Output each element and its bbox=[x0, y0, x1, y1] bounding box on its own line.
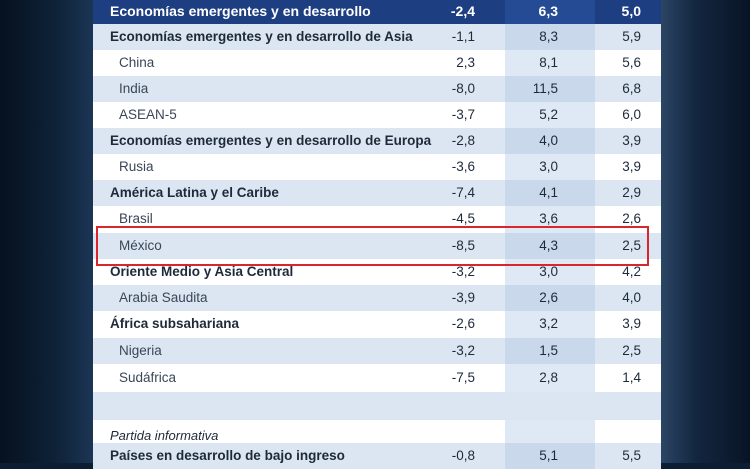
row-value-1: -3,9 bbox=[451, 290, 475, 305]
table-row: ASEAN-5 -3,7 5,2 6,0 bbox=[93, 102, 661, 128]
row-label: Economías emergentes y en desarrollo de … bbox=[110, 29, 413, 44]
row-value-1: -3,6 bbox=[451, 159, 475, 174]
row-value-1: -2,8 bbox=[451, 133, 475, 148]
row-value-3: 4,0 bbox=[622, 290, 641, 305]
memo-heading: Partida informativa bbox=[110, 428, 219, 443]
left-screen-edge bbox=[0, 0, 93, 463]
row-label: Arabia Saudita bbox=[119, 290, 208, 305]
row-value-2: 1,5 bbox=[539, 343, 558, 358]
row-label: Economías emergentes y en desarrollo de … bbox=[110, 133, 432, 148]
row-label: ASEAN-5 bbox=[119, 107, 177, 122]
row-label: África subsahariana bbox=[110, 316, 240, 331]
row-value-1: -7,5 bbox=[451, 370, 475, 385]
row-label: Rusia bbox=[119, 159, 154, 174]
row-value-3: 3,9 bbox=[622, 316, 641, 331]
row-value-3: 4,2 bbox=[622, 264, 641, 279]
row-label: China bbox=[119, 55, 155, 70]
row-value-1: -1,1 bbox=[451, 29, 475, 44]
row-value-3: 2,5 bbox=[622, 343, 641, 358]
table-row: Economías emergentes y en desarrollo de … bbox=[93, 24, 661, 50]
table-row: Países en desarrollo de bajo ingreso -0,… bbox=[93, 443, 661, 469]
row-label: Países en desarrollo de bajo ingreso bbox=[110, 448, 345, 463]
table-row: Brasil -4,5 3,6 2,6 bbox=[93, 206, 661, 232]
row-value-2: 3,2 bbox=[539, 316, 558, 331]
row-value-2: 4,3 bbox=[539, 238, 558, 253]
table-header-row: Economías emergentes y en desarrollo -2,… bbox=[93, 0, 661, 24]
table-row: Arabia Saudita -3,9 2,6 4,0 bbox=[93, 285, 661, 311]
row-value-2: 5,1 bbox=[539, 448, 558, 463]
table-spacer-row bbox=[93, 392, 661, 420]
row-label: Sudáfrica bbox=[119, 370, 177, 385]
row-value-3: 2,9 bbox=[622, 185, 641, 200]
row-value-3: 1,4 bbox=[622, 370, 641, 385]
row-value-3: 5,9 bbox=[622, 29, 641, 44]
header-value-2: 6,3 bbox=[538, 3, 558, 19]
row-value-1: -8,0 bbox=[451, 81, 475, 96]
mexico-highlight-box bbox=[96, 226, 649, 266]
right-screen-edge bbox=[661, 0, 750, 463]
table-row: Oriente Medio y Asia Central -3,2 3,0 4,… bbox=[93, 259, 661, 285]
row-value-1: -7,4 bbox=[451, 185, 475, 200]
table-row-mexico: México -8,5 4,3 2,5 bbox=[93, 233, 661, 259]
row-value-2: 4,0 bbox=[539, 133, 558, 148]
row-label: América Latina y el Caribe bbox=[110, 185, 279, 200]
row-value-3: 2,6 bbox=[622, 211, 641, 226]
table-row: India -8,0 11,5 6,8 bbox=[93, 76, 661, 102]
row-value-2: 5,2 bbox=[539, 107, 558, 122]
header-value-3: 5,0 bbox=[621, 3, 641, 19]
row-value-3: 3,9 bbox=[622, 159, 641, 174]
row-value-3: 5,6 bbox=[622, 55, 641, 70]
table-row: Rusia -3,6 3,0 3,9 bbox=[93, 154, 661, 180]
header-label: Economías emergentes y en desarrollo bbox=[110, 3, 371, 19]
row-value-2: 4,1 bbox=[539, 185, 558, 200]
row-value-2: 3,0 bbox=[539, 159, 558, 174]
row-value-3: 2,5 bbox=[622, 238, 641, 253]
table-row: China 2,3 8,1 5,6 bbox=[93, 50, 661, 76]
table-row: Nigeria -3,2 1,5 2,5 bbox=[93, 338, 661, 364]
row-value-1: -8,5 bbox=[451, 238, 475, 253]
row-label: Brasil bbox=[119, 211, 153, 226]
row-value-2: 3,6 bbox=[539, 211, 558, 226]
table-row: Economías emergentes y en desarrollo de … bbox=[93, 128, 661, 154]
row-value-2: 8,3 bbox=[539, 29, 558, 44]
row-value-1: -3,2 bbox=[451, 343, 475, 358]
row-value-1: 2,3 bbox=[456, 55, 475, 70]
row-value-2: 11,5 bbox=[532, 81, 558, 96]
row-label: India bbox=[119, 81, 149, 96]
row-value-1: -4,5 bbox=[451, 211, 475, 226]
row-value-3: 5,5 bbox=[622, 448, 641, 463]
header-value-1: -2,4 bbox=[450, 3, 475, 19]
row-value-2: 2,8 bbox=[539, 370, 558, 385]
row-value-1: -3,2 bbox=[451, 264, 475, 279]
row-value-1: -2,6 bbox=[451, 316, 475, 331]
table-row: África subsahariana -2,6 3,2 3,9 bbox=[93, 311, 661, 337]
row-value-3: 3,9 bbox=[622, 133, 641, 148]
table-row: América Latina y el Caribe -7,4 4,1 2,9 bbox=[93, 180, 661, 206]
row-value-1: -0,8 bbox=[451, 448, 475, 463]
row-value-2: 8,1 bbox=[539, 55, 558, 70]
row-label: Oriente Medio y Asia Central bbox=[110, 264, 294, 279]
row-value-2: 2,6 bbox=[539, 290, 558, 305]
row-label: México bbox=[119, 238, 162, 253]
row-value-1: -3,7 bbox=[451, 107, 475, 122]
row-value-2: 3,0 bbox=[539, 264, 558, 279]
row-label: Nigeria bbox=[119, 343, 162, 358]
table-row: Sudáfrica -7,5 2,8 1,4 bbox=[93, 365, 661, 391]
row-value-3: 6,0 bbox=[622, 107, 641, 122]
row-value-3: 6,8 bbox=[622, 81, 641, 96]
